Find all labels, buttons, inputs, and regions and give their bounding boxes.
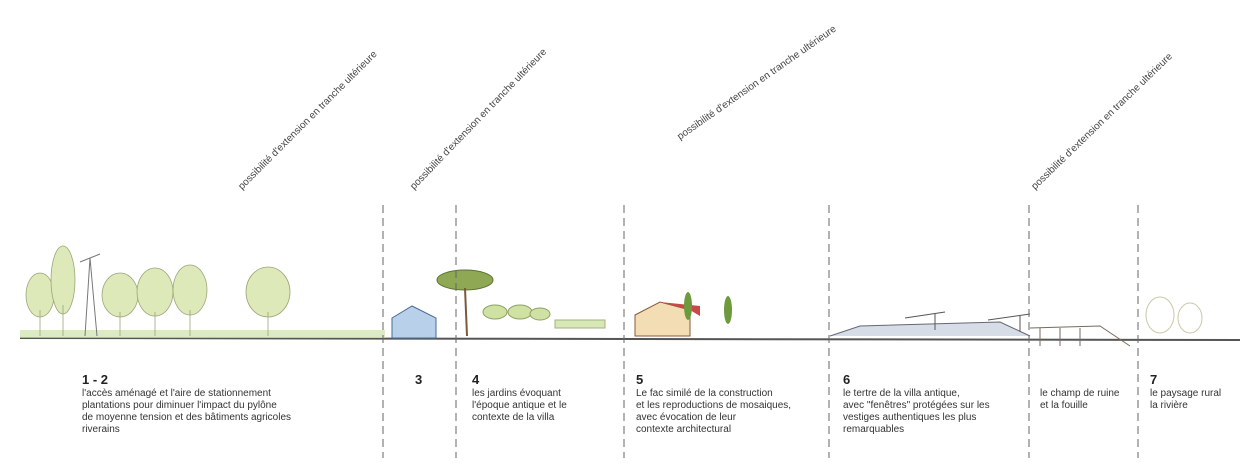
pylon <box>79 253 101 337</box>
zone-number: 6 <box>843 372 850 387</box>
extension-note: possibilité d'extension en tranche ultér… <box>408 46 549 192</box>
zone-description: et les reproductions de mosaiques, <box>636 400 791 411</box>
lawn <box>20 330 385 338</box>
zone-dividers <box>382 205 1139 458</box>
zone-description: le champ de ruine <box>1040 388 1120 399</box>
scenery <box>19 245 1241 347</box>
zone-description: Le fac similé de la construction <box>636 388 773 399</box>
zone-description: l'accès aménagé et l'aire de stationneme… <box>82 388 271 399</box>
zone-number: 4 <box>472 372 480 387</box>
excavation <box>1029 325 1131 347</box>
zone-description: la rivière <box>1150 400 1188 411</box>
zone-description: l'époque antique et le <box>472 400 567 411</box>
zone-description: les jardins évoquant <box>472 388 561 399</box>
zone-number: 1 - 2 <box>82 372 108 387</box>
cypress <box>724 296 732 324</box>
zone-number: 3 <box>415 372 422 387</box>
pine-crown <box>436 269 494 291</box>
zone-number: 5 <box>636 372 643 387</box>
zone-description: avec "fenêtres" protégées sur les <box>843 400 990 411</box>
zone-description: vestiges authentiques les plus <box>843 412 976 423</box>
zone-description: contexte architectural <box>636 424 731 435</box>
trees-zone-7 <box>1145 296 1203 334</box>
zone-description: le tertre de la villa antique, <box>843 388 960 399</box>
zone-description: de moyenne tension et des bâtiments agri… <box>82 412 291 423</box>
pine-trunk <box>464 287 468 337</box>
zone-description: riverains <box>82 424 120 435</box>
zone-description: remarquables <box>843 424 904 435</box>
annotations: possibilité d'extension en tranche ultér… <box>236 23 1175 192</box>
zone-description: plantations pour diminuer l'impact du py… <box>82 400 277 411</box>
zone-description: et la fouille <box>1040 400 1088 411</box>
ground-line <box>19 337 1241 341</box>
extension-note: possibilité d'extension en tranche ultér… <box>1029 51 1175 192</box>
extension-note: possibilité d'extension en tranche ultér… <box>675 23 839 142</box>
greenhouse <box>391 305 437 339</box>
mound <box>829 321 1031 337</box>
zone-number: 7 <box>1150 372 1157 387</box>
extension-note: possibilité d'extension en tranche ultér… <box>236 49 379 192</box>
zone-description: le paysage rural <box>1150 388 1221 399</box>
villa-replica <box>634 301 691 337</box>
garden-trees <box>482 304 606 329</box>
trees-zone-1 <box>25 245 291 336</box>
zone-description: contexte de la villa <box>472 412 555 423</box>
zone-description: avec évocation de leur <box>636 412 737 423</box>
zone-labels: 1 - 2l'accès aménagé et l'aire de statio… <box>82 372 1221 435</box>
cypress <box>684 292 692 320</box>
shelters <box>904 311 1031 332</box>
